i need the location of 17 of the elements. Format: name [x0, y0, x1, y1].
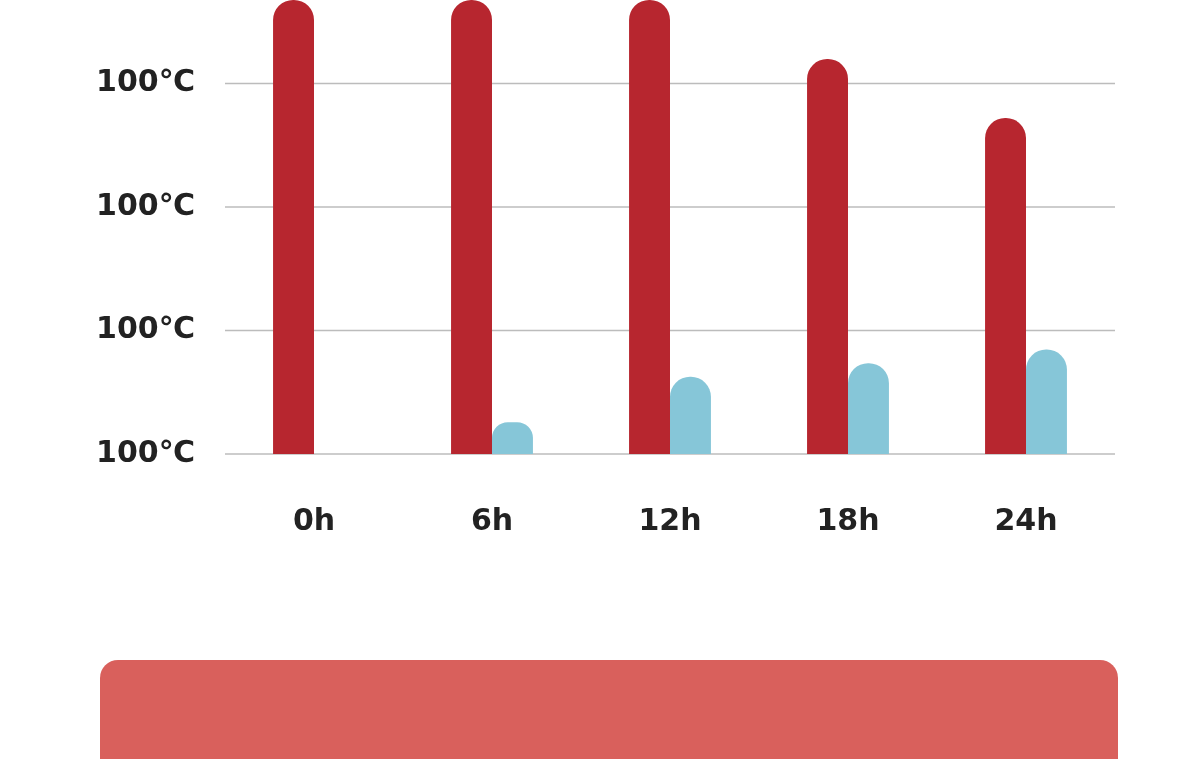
bar [629, 0, 670, 454]
x-tick-label: 6h [470, 501, 514, 537]
text: 100℃ [96, 63, 195, 99]
text: 100℃ [96, 186, 195, 222]
bar [848, 363, 889, 454]
bar [1026, 349, 1067, 454]
bar [670, 376, 711, 454]
x-tick-label: 0h [292, 501, 336, 537]
bar [273, 0, 314, 454]
x-tick-label: 24h [994, 501, 1058, 537]
bar [985, 118, 1026, 454]
x-tick-label: 18h [816, 501, 880, 537]
text: 100℃ [96, 310, 195, 346]
bar [807, 59, 848, 454]
text: 100℃ [96, 433, 195, 469]
bar [451, 0, 492, 454]
x-tick-label: 12h [638, 501, 702, 537]
